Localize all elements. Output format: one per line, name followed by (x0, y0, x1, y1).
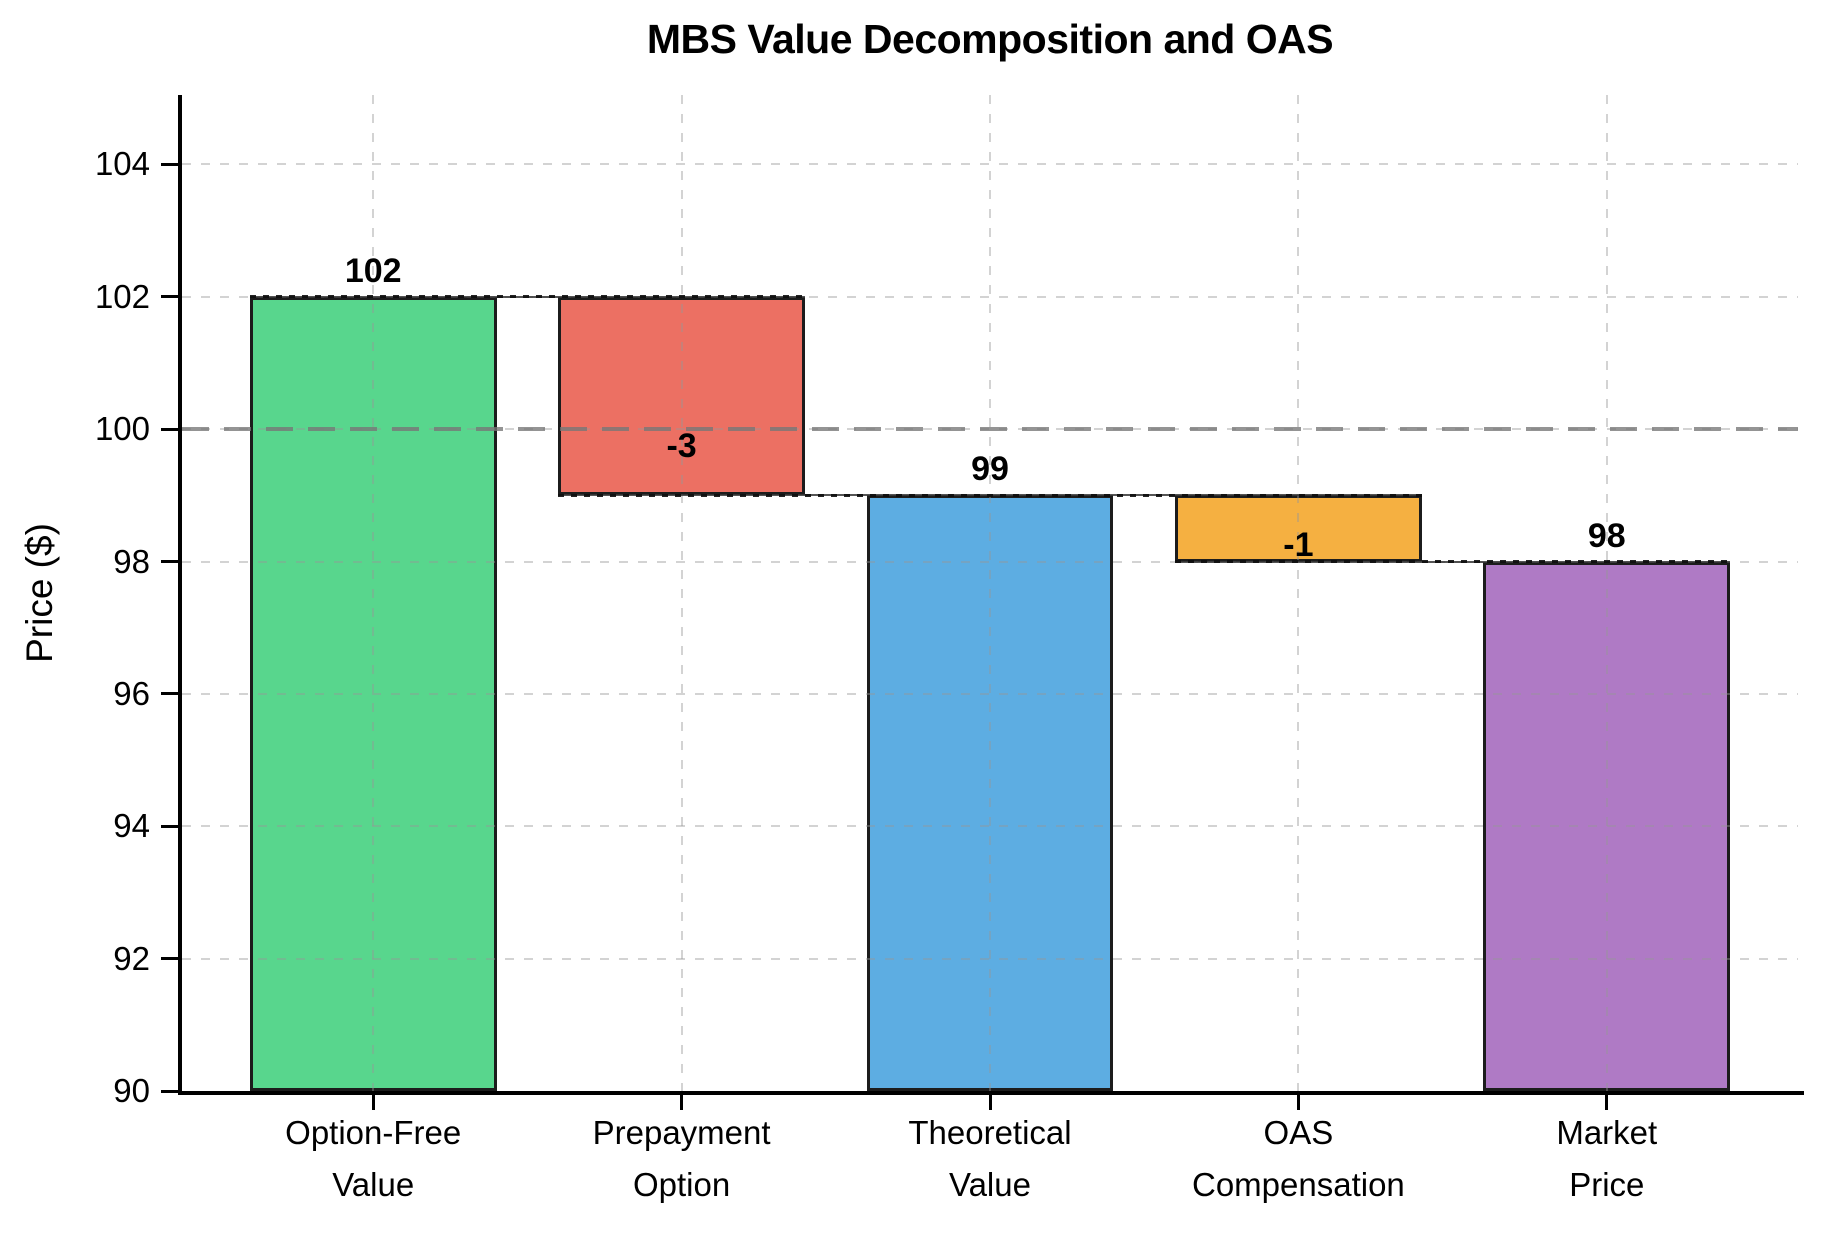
bar-oas-compensation (1175, 495, 1422, 562)
y-axis-spine (178, 95, 182, 1095)
connector-dots (249, 295, 805, 299)
y-tick-label: 94 (113, 807, 150, 845)
v-gridline (680, 95, 683, 1091)
x-tick-label: Theoretical Value (908, 1114, 1072, 1203)
value-label-99: 99 (971, 450, 1009, 489)
value-label-neg1: -1 (1283, 526, 1314, 565)
y-tick-mark (161, 824, 178, 828)
chart-title: MBS Value Decomposition and OAS (646, 16, 1334, 62)
y-tick-label: 96 (113, 674, 150, 712)
y-tick-mark (161, 957, 178, 961)
h-gridline (182, 957, 1798, 960)
y-tick-mark (161, 692, 178, 696)
value-label-102: 102 (344, 251, 402, 290)
x-tick-mark (1296, 1095, 1300, 1110)
x-tick-mark (371, 1095, 375, 1110)
y-tick-label: 92 (113, 939, 150, 977)
y-tick-label: 100 (94, 410, 150, 448)
y-tick-mark (161, 1089, 178, 1093)
y-tick-mark (161, 427, 178, 431)
h-gridline (182, 825, 1798, 828)
y-tick-label: 90 (113, 1072, 150, 1109)
x-axis-spine (178, 1091, 1804, 1095)
connector-dots (558, 493, 1422, 497)
y-tick-label: 102 (94, 277, 150, 315)
x-tick-label: Prepayment Option (592, 1114, 771, 1203)
bar-theoretical-value (866, 495, 1114, 1091)
y-tick-mark (161, 162, 178, 166)
bar-market-price (1483, 561, 1731, 1091)
y-tick-mark (161, 295, 178, 299)
par-reference-line (182, 427, 1798, 432)
y-tick-mark (161, 560, 178, 564)
h-gridline (182, 560, 1798, 563)
x-tick-mark (680, 1095, 684, 1110)
x-tick-label: OAS Compensation (1191, 1114, 1405, 1203)
v-gridline (989, 95, 991, 1091)
x-tick-label: Market Price (1556, 1114, 1658, 1203)
y-tick-label: 98 (113, 542, 150, 580)
v-gridline (1297, 95, 1300, 1091)
value-label-neg3: -3 (666, 426, 697, 465)
h-gridline (182, 295, 1798, 298)
connector-dots (1175, 560, 1731, 564)
value-label-98: 98 (1587, 516, 1626, 555)
v-gridline (372, 95, 375, 1091)
y-tick-label: 104 (94, 145, 150, 183)
x-tick-mark (1605, 1095, 1609, 1110)
x-tick-label: Option-Free Value (285, 1114, 462, 1203)
h-gridline (182, 692, 1798, 695)
bar-prepayment-option (558, 296, 805, 496)
v-gridline (1605, 95, 1608, 1091)
h-gridline (182, 163, 1798, 166)
x-tick-mark (988, 1095, 992, 1110)
